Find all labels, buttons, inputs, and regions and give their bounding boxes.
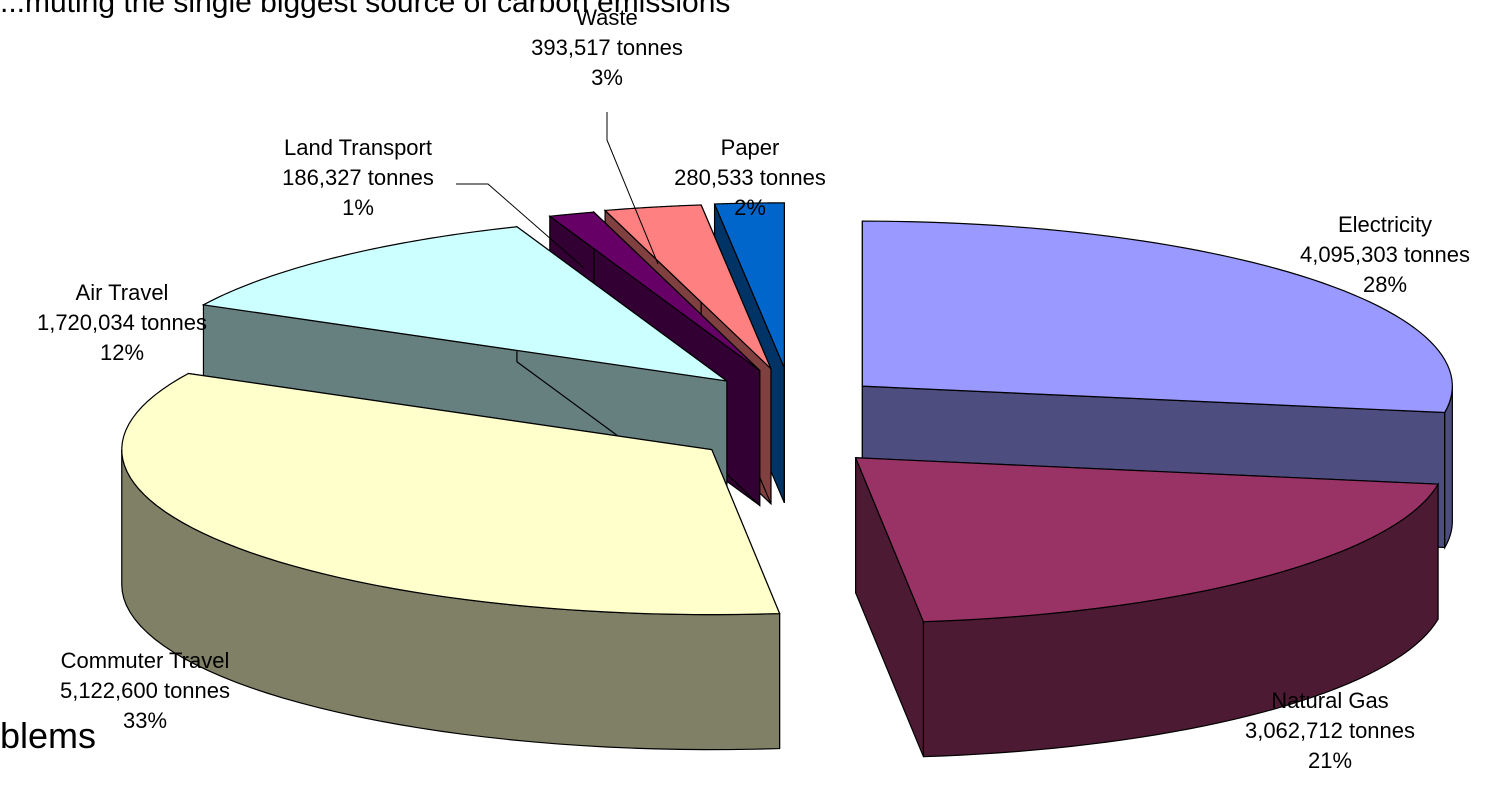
- leader-waste: [606, 112, 659, 265]
- label-value: 4,095,303 tonnes: [1300, 242, 1470, 267]
- slice-commuter-travel: [121, 372, 781, 751]
- label-land-transport: Land Transport 186,327 tonnes 1%: [282, 135, 434, 220]
- label-value: 186,327 tonnes: [282, 165, 434, 190]
- label-percent: 2%: [734, 195, 766, 220]
- background-heading-text: ...muting the single biggest source of c…: [0, 0, 731, 19]
- label-name: Paper: [721, 135, 780, 160]
- label-name: Natural Gas: [1271, 688, 1388, 713]
- pie-slices: [121, 202, 1453, 758]
- label-percent: 28%: [1363, 272, 1407, 297]
- slice-natural-gas: [854, 457, 1440, 758]
- label-value: 280,533 tonnes: [674, 165, 826, 190]
- label-percent: 33%: [123, 708, 167, 733]
- label-name: Air Travel: [76, 280, 169, 305]
- label-value: 5,122,600 tonnes: [60, 678, 230, 703]
- label-waste: Waste 393,517 tonnes 3%: [531, 5, 683, 90]
- label-percent: 12%: [100, 340, 144, 365]
- label-paper: Paper 280,533 tonnes 2%: [674, 135, 826, 220]
- label-air-travel: Air Travel 1,720,034 tonnes 12%: [37, 280, 207, 365]
- label-value: 1,720,034 tonnes: [37, 310, 207, 335]
- label-name: Electricity: [1338, 212, 1432, 237]
- label-commuter-travel: Commuter Travel 5,122,600 tonnes 33%: [60, 648, 230, 733]
- label-percent: 3%: [591, 65, 623, 90]
- leader-lines: [456, 112, 659, 269]
- label-electricity: Electricity 4,095,303 tonnes 28%: [1300, 212, 1470, 297]
- label-percent: 1%: [342, 195, 374, 220]
- label-natural-gas: Natural Gas 3,062,712 tonnes 21%: [1245, 688, 1415, 773]
- leader-land-transport: [456, 183, 585, 269]
- label-name: Land Transport: [284, 135, 432, 160]
- slice-labels: Electricity 4,095,303 tonnes 28% Natural Ga…: [37, 5, 1470, 773]
- label-name: Commuter Travel: [61, 648, 230, 673]
- label-name: Waste: [576, 5, 638, 30]
- label-value: 393,517 tonnes: [531, 35, 683, 60]
- label-value: 3,062,712 tonnes: [1245, 718, 1415, 743]
- label-percent: 21%: [1308, 748, 1352, 773]
- background-body-text: blems: [0, 715, 97, 756]
